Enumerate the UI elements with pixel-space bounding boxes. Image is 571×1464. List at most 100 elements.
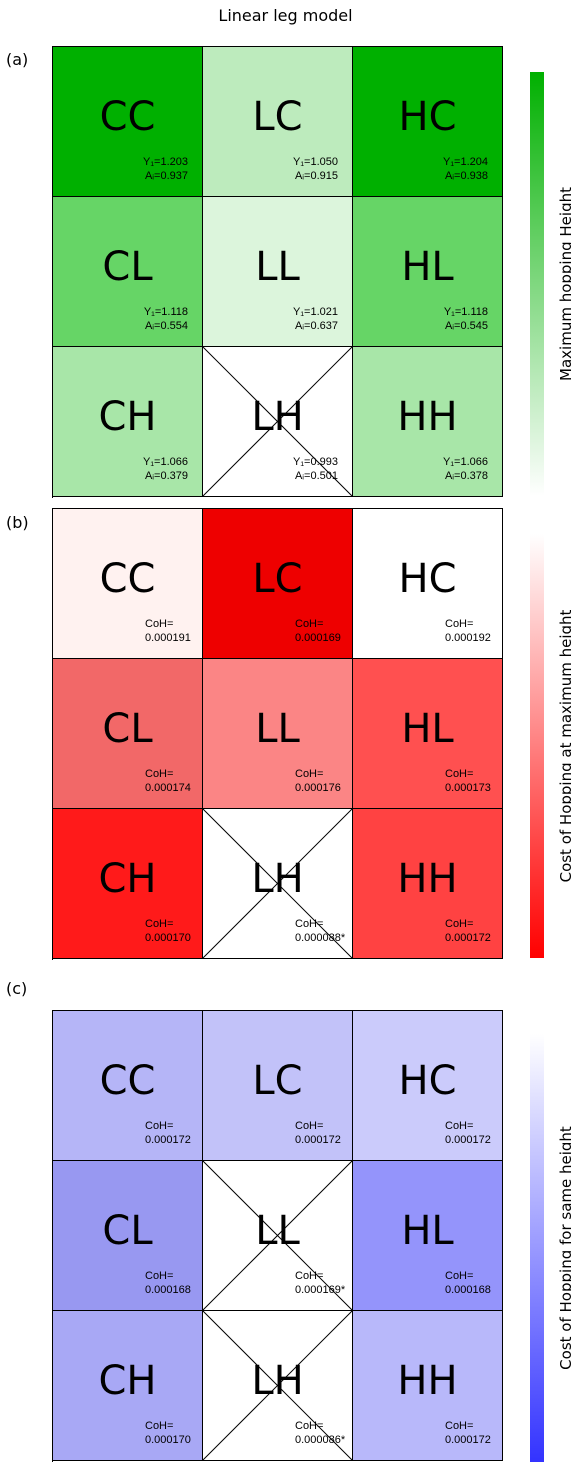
colorbar-label-b: Cost of Hopping at maximum height: [557, 609, 571, 883]
panel-label-b: (b): [6, 513, 29, 532]
cell-value-line-1: Y₁=1.204: [443, 156, 488, 168]
colorbar-c: [530, 1034, 544, 1462]
cell-code: LH: [251, 1358, 304, 1404]
cell-value-line-2: 0.000172: [445, 932, 491, 944]
cell-value-line-2: 0.000168: [145, 1284, 191, 1296]
cell-lh: LH CoH= 0.000088*: [202, 808, 353, 959]
cell-hc: HC CoH= 0.000192: [352, 508, 503, 659]
cell-value-line-1: CoH=: [145, 1420, 174, 1432]
cell-value-line-2: 0.000174: [145, 782, 191, 794]
cell-value-line-2: Aᵢ=0.938: [444, 170, 488, 182]
cell-value-line-1: CoH=: [445, 1420, 474, 1432]
cell-lc: LC Y₁=1.050 Aᵢ=0.915: [202, 46, 353, 197]
panel-label-c: (c): [6, 979, 28, 998]
cell-values: CoH= 0.000168: [145, 1269, 191, 1297]
cell-value-line-2: Aᵢ=0.637: [294, 320, 338, 332]
cell-values: CoH= 0.000086*: [295, 1419, 345, 1447]
colorbar-b: [530, 534, 544, 958]
cell-value-line-1: Y₁=1.066: [443, 456, 488, 468]
cell-ll: LL Y₁=1.021 Aᵢ=0.637: [202, 196, 353, 347]
cell-ch: CH CoH= 0.000170: [52, 1310, 203, 1461]
cell-code: LL: [255, 244, 300, 290]
cell-value-line-2: Aᵢ=0.379: [144, 470, 188, 482]
cell-hl: HL Y₁=1.118 Aᵢ=0.545: [352, 196, 503, 347]
cell-value-line-2: Aᵢ=0.915: [294, 170, 338, 182]
cell-hh: HH CoH= 0.000172: [352, 1310, 503, 1461]
cell-code: CC: [99, 556, 156, 602]
cell-ch: CH Y₁=1.066 Aᵢ=0.379: [52, 346, 203, 497]
panel-label-a: (a): [6, 50, 29, 69]
cell-value-line-1: Y₁=0.993: [293, 456, 338, 468]
figure-title: Linear leg model: [218, 6, 353, 25]
panel-b-grid: CC CoH= 0.000191 LC CoH= 0.000169 HC CoH= 0.0001…: [52, 508, 503, 960]
cell-code: CL: [102, 1208, 153, 1254]
cell-code: CH: [98, 394, 157, 440]
cell-cl: CL Y₁=1.118 Aᵢ=0.554: [52, 196, 203, 347]
cell-value-line-2: Aᵢ=0.501: [294, 470, 338, 482]
cell-values: Y₁=1.204 Aᵢ=0.938: [443, 155, 488, 183]
cell-values: CoH= 0.000088*: [295, 917, 345, 945]
cell-value-line-1: CoH=: [145, 618, 174, 630]
cell-cl: CL CoH= 0.000168: [52, 1160, 203, 1311]
cell-code: HC: [398, 94, 457, 140]
cell-values: CoH= 0.000174: [145, 767, 191, 795]
cell-value-line-2: 0.000086*: [295, 1434, 346, 1446]
cell-lh: LH Y₁=0.993 Aᵢ=0.501: [202, 346, 353, 497]
cell-code: CC: [99, 94, 156, 140]
cell-values: CoH= 0.000172: [445, 917, 491, 945]
cell-value-line-2: 0.000169*: [295, 1284, 346, 1296]
cell-value-line-2: 0.000168: [445, 1284, 491, 1296]
cell-ll: LL CoH= 0.000176: [202, 658, 353, 809]
cell-value-line-1: CoH=: [295, 1270, 324, 1282]
cell-code: LL: [255, 1208, 300, 1254]
colorbar-label-a: Maximum hopping Height: [557, 187, 571, 381]
cell-value-line-1: CoH=: [445, 768, 474, 780]
cell-values: CoH= 0.000169: [295, 617, 341, 645]
cell-values: CoH= 0.000172: [145, 1119, 191, 1147]
cell-code: LH: [251, 856, 304, 902]
cell-value-line-1: CoH=: [445, 1120, 474, 1132]
cell-value-line-1: Y₁=1.118: [143, 306, 188, 318]
panel-c-grid: CC CoH= 0.000172 LC CoH= 0.000172 HC CoH= 0.0001…: [52, 1010, 503, 1462]
cell-value-line-2: 0.000172: [445, 1434, 491, 1446]
cell-lc: LC CoH= 0.000172: [202, 1010, 353, 1161]
cell-values: Y₁=1.118 Aᵢ=0.554: [144, 305, 188, 333]
cell-value-line-2: 0.000170: [145, 1434, 191, 1446]
cell-value-line-2: 0.000172: [145, 1134, 191, 1146]
cell-values: CoH= 0.000192: [445, 617, 491, 645]
panel-a-grid: CC Y₁=1.203 Aᵢ=0.937 LC Y₁=1.050 Aᵢ=0.915 HC Y₁…: [52, 46, 503, 498]
cell-values: CoH= 0.000173: [445, 767, 491, 795]
cell-values: Y₁=1.066 Aᵢ=0.378: [443, 455, 488, 483]
cell-value-line-2: 0.000088*: [295, 932, 346, 944]
cell-code: CH: [98, 856, 157, 902]
colorbar-a: [530, 72, 544, 496]
cell-values: Y₁=1.066 Aᵢ=0.379: [143, 455, 188, 483]
cell-value-line-1: CoH=: [445, 1270, 474, 1282]
cell-value-line-1: CoH=: [295, 918, 324, 930]
cell-code: LC: [252, 94, 303, 140]
cell-code: HL: [401, 1208, 454, 1254]
cell-code: CC: [99, 1058, 156, 1104]
cell-value-line-2: 0.000192: [445, 632, 491, 644]
cell-cc: CC CoH= 0.000191: [52, 508, 203, 659]
cell-value-line-1: CoH=: [145, 918, 174, 930]
cell-value-line-2: Aᵢ=0.554: [144, 320, 188, 332]
cell-value-line-1: CoH=: [145, 1270, 174, 1282]
cell-values: CoH= 0.000168: [445, 1269, 491, 1297]
cell-values: Y₁=1.203 Aᵢ=0.937: [143, 155, 188, 183]
cell-value-line-1: CoH=: [445, 618, 474, 630]
cell-values: CoH= 0.000169*: [295, 1269, 345, 1297]
cell-values: CoH= 0.000170: [145, 917, 191, 945]
cell-values: CoH= 0.000172: [445, 1119, 491, 1147]
cell-cc: CC Y₁=1.203 Aᵢ=0.937: [52, 46, 203, 197]
cell-value-line-1: Y₁=1.050: [293, 156, 338, 168]
cell-value-line-1: CoH=: [295, 1120, 324, 1132]
cell-values: CoH= 0.000170: [145, 1419, 191, 1447]
cell-value-line-2: 0.000170: [145, 932, 191, 944]
cell-code: HC: [398, 556, 457, 602]
cell-value-line-1: Y₁=1.203: [143, 156, 188, 168]
cell-hc: HC CoH= 0.000172: [352, 1010, 503, 1161]
cell-ll: LL CoH= 0.000169*: [202, 1160, 353, 1311]
cell-values: CoH= 0.000191: [145, 617, 191, 645]
cell-value-line-1: Y₁=1.021: [293, 306, 338, 318]
